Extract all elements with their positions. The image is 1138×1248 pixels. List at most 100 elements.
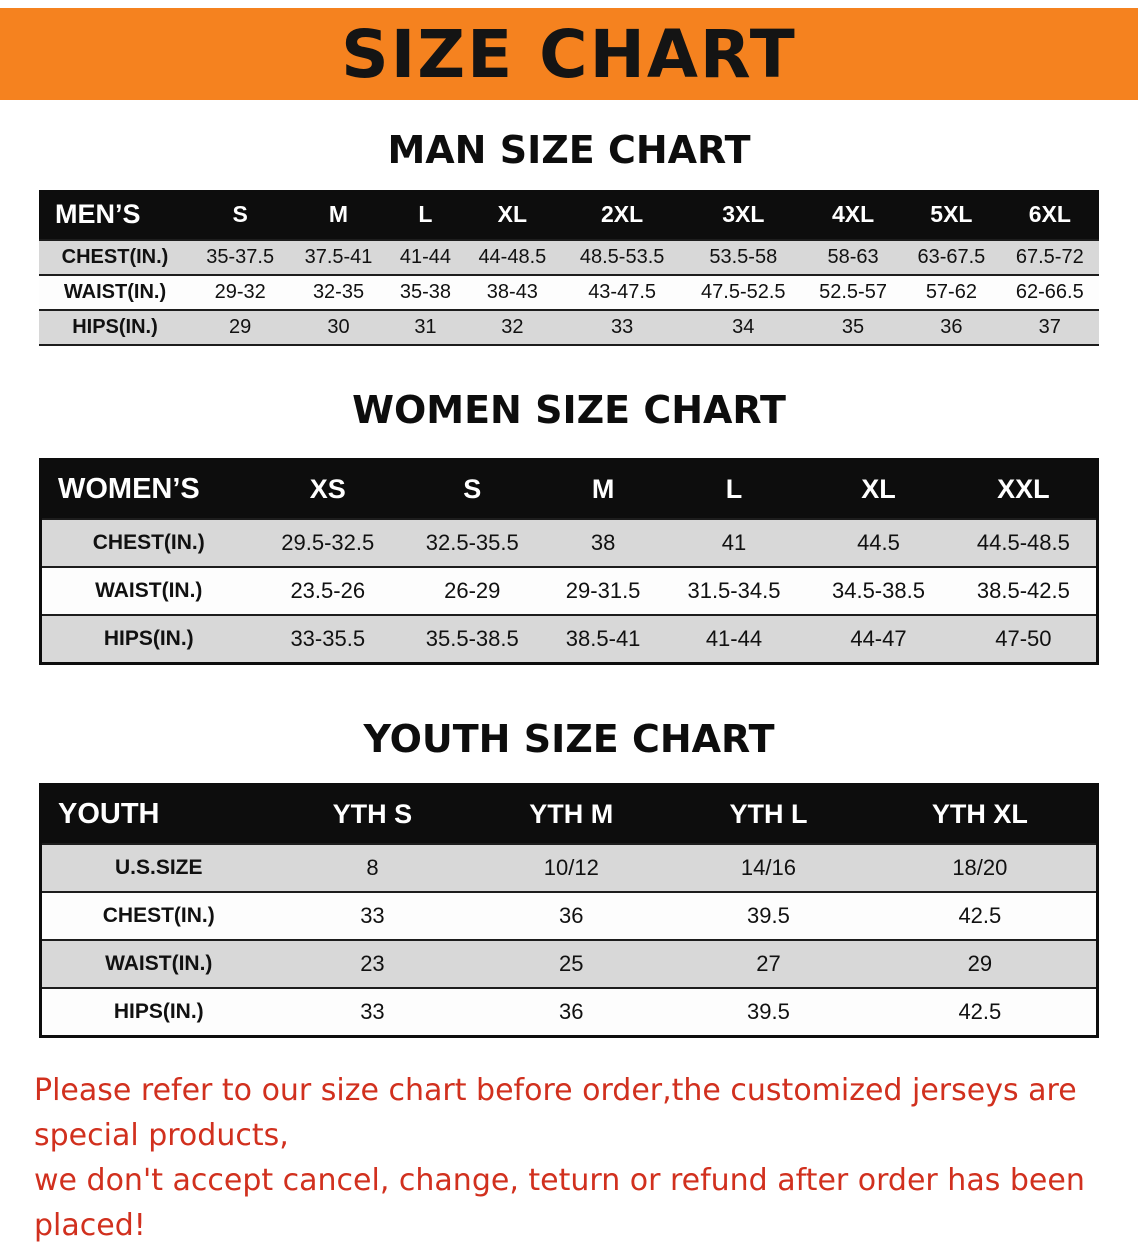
value-cell: 39.5 [673, 987, 864, 1038]
value-cell: 62-66.5 [1000, 274, 1099, 311]
table-row: HIPS(IN.) 29 30 31 32 33 34 35 36 37 [39, 309, 1099, 346]
youth-chart-heading: YOUTH SIZE CHART [363, 717, 775, 761]
value-cell: 27 [673, 939, 864, 989]
value-cell: 47.5-52.5 [682, 274, 804, 311]
section-men: MAN SIZE CHART MEN’S S M L XL 2XL 3XL 4XL 5XL 6XL… [0, 128, 1138, 346]
row-label-cell: HIPS(IN.) [40, 614, 256, 665]
value-cell: 32 [463, 309, 562, 346]
value-cell: 63-67.5 [902, 239, 1001, 276]
value-cell: 37 [1000, 309, 1099, 346]
value-cell: 34 [682, 309, 804, 346]
size-column-header: M [289, 190, 388, 240]
table-title-cell: MEN’S [39, 190, 191, 240]
size-column-header: XS [255, 459, 401, 519]
size-column-header: XL [463, 190, 562, 240]
row-label-cell: WAIST(IN.) [39, 274, 191, 311]
value-cell: 41-44 [387, 239, 464, 276]
row-label-cell: CHEST(IN.) [40, 518, 256, 568]
value-cell: 31.5-34.5 [661, 566, 807, 616]
value-cell: 34.5-38.5 [806, 566, 951, 616]
table-row: WAIST(IN.) 29-32 32-35 35-38 38-43 43-47.5 47.… [39, 274, 1099, 311]
charts-area: MAN SIZE CHART MEN’S S M L XL 2XL 3XL 4XL 5XL 6XL… [0, 128, 1138, 1038]
table-row: WAIST(IN.) 23.5-26 26-29 29-31.5 31.5-34.5 34… [40, 566, 1098, 616]
table-row: HIPS(IN.) 33-35.5 35.5-38.5 38.5-41 41-44 44-… [40, 614, 1098, 665]
youth-size-table: YOUTH YTH S YTH M YTH L YTH XL U.S.SIZE 8 10/12… [39, 783, 1099, 1038]
value-cell: 38.5-42.5 [950, 566, 1098, 616]
value-cell: 33 [275, 987, 470, 1038]
size-column-header: 2XL [561, 190, 683, 240]
table-row: CHEST(IN.) 35-37.5 37.5-41 41-44 44-48.5 48.5… [39, 239, 1099, 276]
men-size-table: MEN’S S M L XL 2XL 3XL 4XL 5XL 6XL CHEST(IN.) 35-37… [39, 190, 1099, 346]
row-label-cell: WAIST(IN.) [40, 566, 256, 616]
banner: SIZE CHART [0, 8, 1138, 100]
value-cell: 36 [469, 987, 674, 1038]
size-policy-note: Please refer to our size chart before or… [34, 1068, 1118, 1248]
row-label-cell: HIPS(IN.) [40, 987, 276, 1038]
value-cell: 38 [544, 518, 662, 568]
value-cell: 47-50 [950, 614, 1098, 665]
table-title-cell: WOMEN’S [40, 459, 256, 519]
value-cell: 8 [275, 843, 470, 893]
size-policy-note-line2: we don't accept cancel, change, teturn o… [34, 1163, 1085, 1243]
value-cell: 44-47 [806, 614, 951, 665]
value-cell: 33-35.5 [255, 614, 401, 665]
value-cell: 29-32 [191, 274, 290, 311]
value-cell: 38.5-41 [544, 614, 662, 665]
row-label-cell: CHEST(IN.) [39, 239, 191, 276]
value-cell: 44.5 [806, 518, 951, 568]
value-cell: 38-43 [463, 274, 562, 311]
value-cell: 39.5 [673, 891, 864, 941]
page-title: SIZE CHART [341, 15, 797, 93]
value-cell: 14/16 [673, 843, 864, 893]
value-cell: 67.5-72 [1000, 239, 1099, 276]
value-cell: 35-38 [387, 274, 464, 311]
value-cell: 36 [469, 891, 674, 941]
value-cell: 52.5-57 [803, 274, 903, 311]
size-column-header: S [400, 459, 545, 519]
value-cell: 33 [275, 891, 470, 941]
value-cell: 36 [902, 309, 1001, 346]
table-title-cell: YOUTH [40, 784, 276, 844]
value-cell: 10/12 [469, 843, 674, 893]
value-cell: 42.5 [863, 987, 1098, 1038]
table-row: U.S.SIZE 8 10/12 14/16 18/20 [40, 843, 1098, 893]
value-cell: 57-62 [902, 274, 1001, 311]
value-cell: 43-47.5 [561, 274, 683, 311]
value-cell: 26-29 [400, 566, 545, 616]
size-column-header: 3XL [682, 190, 804, 240]
row-label-cell: HIPS(IN.) [39, 309, 191, 346]
value-cell: 42.5 [863, 891, 1098, 941]
value-cell: 37.5-41 [289, 239, 388, 276]
value-cell: 29.5-32.5 [255, 518, 401, 568]
size-column-header: YTH M [469, 784, 674, 844]
women-size-table: WOMEN’S XS S M L XL XXL CHEST(IN.) 29.5-32.5 32.5… [39, 458, 1099, 665]
value-cell: 58-63 [803, 239, 903, 276]
value-cell: 41-44 [661, 614, 807, 665]
value-cell: 33 [561, 309, 683, 346]
table-row: WAIST(IN.) 23 25 27 29 [40, 939, 1098, 989]
section-youth: YOUTH SIZE CHART YOUTH YTH S YTH M YTH L YTH… [0, 717, 1138, 1038]
table-header-row: MEN’S S M L XL 2XL 3XL 4XL 5XL 6XL [39, 190, 1099, 240]
value-cell: 41 [661, 518, 807, 568]
value-cell: 44-48.5 [463, 239, 562, 276]
value-cell: 29 [191, 309, 290, 346]
value-cell: 23.5-26 [255, 566, 401, 616]
size-column-header: S [191, 190, 290, 240]
size-column-header: XL [806, 459, 951, 519]
size-column-header: YTH XL [863, 784, 1098, 844]
size-column-header: L [387, 190, 464, 240]
size-column-header: YTH S [275, 784, 470, 844]
table-row: HIPS(IN.) 33 36 39.5 42.5 [40, 987, 1098, 1038]
size-policy-note-line1: Please refer to our size chart before or… [34, 1073, 1077, 1153]
row-label-cell: WAIST(IN.) [40, 939, 276, 989]
value-cell: 31 [387, 309, 464, 346]
value-cell: 23 [275, 939, 470, 989]
value-cell: 35 [803, 309, 903, 346]
value-cell: 48.5-53.5 [561, 239, 683, 276]
value-cell: 32-35 [289, 274, 388, 311]
men-chart-heading: MAN SIZE CHART [387, 128, 751, 172]
value-cell: 35-37.5 [191, 239, 290, 276]
value-cell: 25 [469, 939, 674, 989]
table-row: CHEST(IN.) 33 36 39.5 42.5 [40, 891, 1098, 941]
table-row: CHEST(IN.) 29.5-32.5 32.5-35.5 38 41 44.5 44.5… [40, 518, 1098, 568]
